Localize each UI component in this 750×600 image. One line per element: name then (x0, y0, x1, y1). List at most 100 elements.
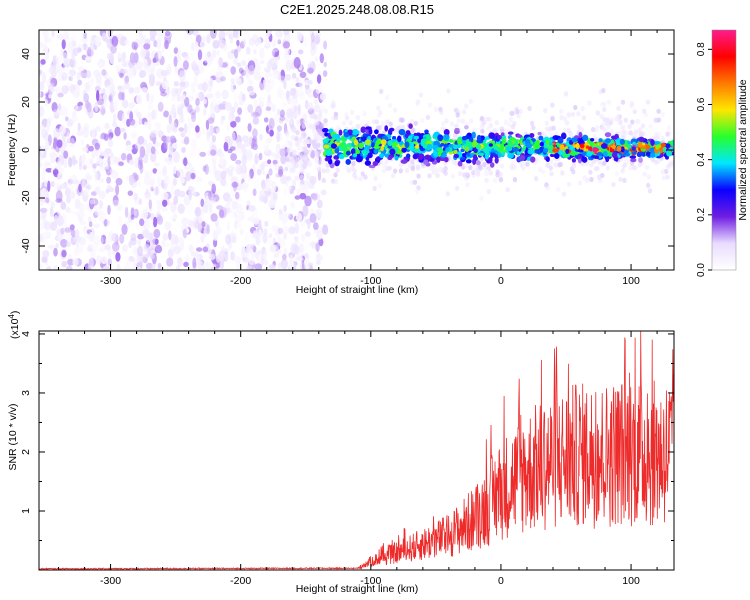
heatmap-cell (621, 129, 627, 135)
y-tick-label: -40 (20, 238, 32, 253)
heatmap-cell (360, 171, 365, 177)
heatmap-cell (189, 109, 197, 116)
heatmap-cell (299, 71, 307, 79)
heatmap-cell (79, 220, 86, 226)
heatmap-cell (398, 129, 406, 136)
heatmap-cell (149, 232, 154, 244)
heatmap-cell (302, 156, 307, 162)
heatmap-cell (63, 58, 71, 68)
heatmap-cell (173, 245, 182, 255)
heatmap-cell (445, 191, 450, 197)
heatmap-cell (72, 110, 77, 119)
heatmap-cell (139, 162, 144, 174)
heatmap-cell (292, 72, 297, 79)
heatmap-cell (40, 212, 44, 219)
heatmap-cell (198, 261, 205, 270)
heatmap-cell (177, 237, 184, 245)
heatmap-cell (59, 125, 66, 135)
heatmap-cell (304, 195, 312, 207)
heatmap-cell (103, 153, 110, 159)
heatmap-cell (319, 122, 325, 128)
heatmap-cell (302, 204, 309, 217)
heatmap-cell (145, 262, 153, 270)
heatmap-cell (618, 176, 623, 183)
heatmap-cell (285, 132, 290, 138)
heatmap-cell (393, 127, 398, 133)
heatmap-cell (492, 177, 498, 183)
heatmap-cell (296, 119, 301, 125)
heatmap-cell (473, 154, 477, 161)
heatmap-cell (317, 194, 321, 201)
heatmap-cell (118, 91, 124, 101)
heatmap-cell (81, 146, 89, 153)
heatmap-cell (206, 93, 214, 99)
heatmap-cell (622, 162, 628, 168)
heatmap-cell (246, 149, 254, 162)
heatmap-cell (56, 228, 64, 235)
heatmap-cell (89, 159, 93, 165)
heatmap-cell (195, 98, 200, 107)
heatmap-cell (636, 119, 641, 125)
heatmap-cell (581, 151, 587, 157)
heatmap-cell (91, 148, 96, 160)
heatmap-cell (227, 210, 235, 219)
colorbar-label: Normalized spectral amplitude (737, 79, 749, 220)
heatmap-cell (246, 200, 251, 207)
heatmap-cell (134, 157, 141, 169)
heatmap-cell (250, 244, 256, 251)
heatmap-cell (556, 142, 561, 148)
heatmap-cell (594, 125, 600, 131)
heatmap-cell (298, 243, 304, 254)
heatmap-cell (85, 158, 93, 170)
heatmap-cell (69, 174, 78, 183)
heatmap-cell (478, 165, 483, 171)
heatmap-cell (272, 190, 278, 202)
heatmap-cell (272, 244, 279, 253)
heatmap-cell (588, 146, 593, 153)
heatmap-cell (149, 212, 154, 220)
heatmap-cell (225, 234, 231, 245)
heatmap-cell (107, 248, 112, 259)
heatmap-cell (506, 146, 511, 152)
heatmap-cell (587, 100, 592, 106)
heatmap-cell (242, 182, 246, 187)
heatmap-cell (231, 181, 239, 188)
heatmap-cell (307, 262, 314, 267)
heatmap-cell (297, 159, 304, 171)
heatmap-cell (309, 241, 317, 248)
heatmap-cell (325, 168, 330, 174)
heatmap-cell (207, 112, 213, 119)
heatmap-cell (302, 140, 307, 146)
heatmap-cell (216, 71, 224, 80)
heatmap-cell (203, 108, 207, 116)
heatmap-cell (295, 77, 299, 84)
heatmap-cell (182, 228, 188, 239)
heatmap-cell (618, 120, 623, 126)
heatmap-cell (137, 266, 141, 270)
heatmap-cell (107, 204, 111, 215)
heatmap-cell (323, 118, 328, 124)
heatmap-cell (546, 144, 554, 151)
heatmap-cell (268, 198, 276, 209)
heatmap-cell (258, 219, 262, 230)
heatmap-cell (157, 262, 162, 269)
heatmap-cell (660, 135, 665, 141)
heatmap-cell (602, 116, 607, 122)
heatmap-cell (251, 137, 256, 144)
heatmap-cell (39, 91, 42, 98)
heatmap-cell (105, 236, 113, 245)
heatmap-cell (253, 49, 257, 55)
heatmap-cell (269, 129, 274, 137)
heatmap-cell (252, 128, 258, 139)
heatmap-cell (261, 248, 268, 260)
heatmap-cell (656, 144, 662, 149)
heatmap-cell (408, 123, 413, 129)
heatmap-cell (252, 116, 260, 125)
heatmap-cell (156, 177, 162, 187)
heatmap-cell (99, 165, 105, 172)
heatmap-cell (138, 118, 143, 126)
heatmap-cell (384, 159, 389, 165)
heatmap-cell (307, 108, 315, 115)
heatmap-cell (479, 115, 485, 122)
